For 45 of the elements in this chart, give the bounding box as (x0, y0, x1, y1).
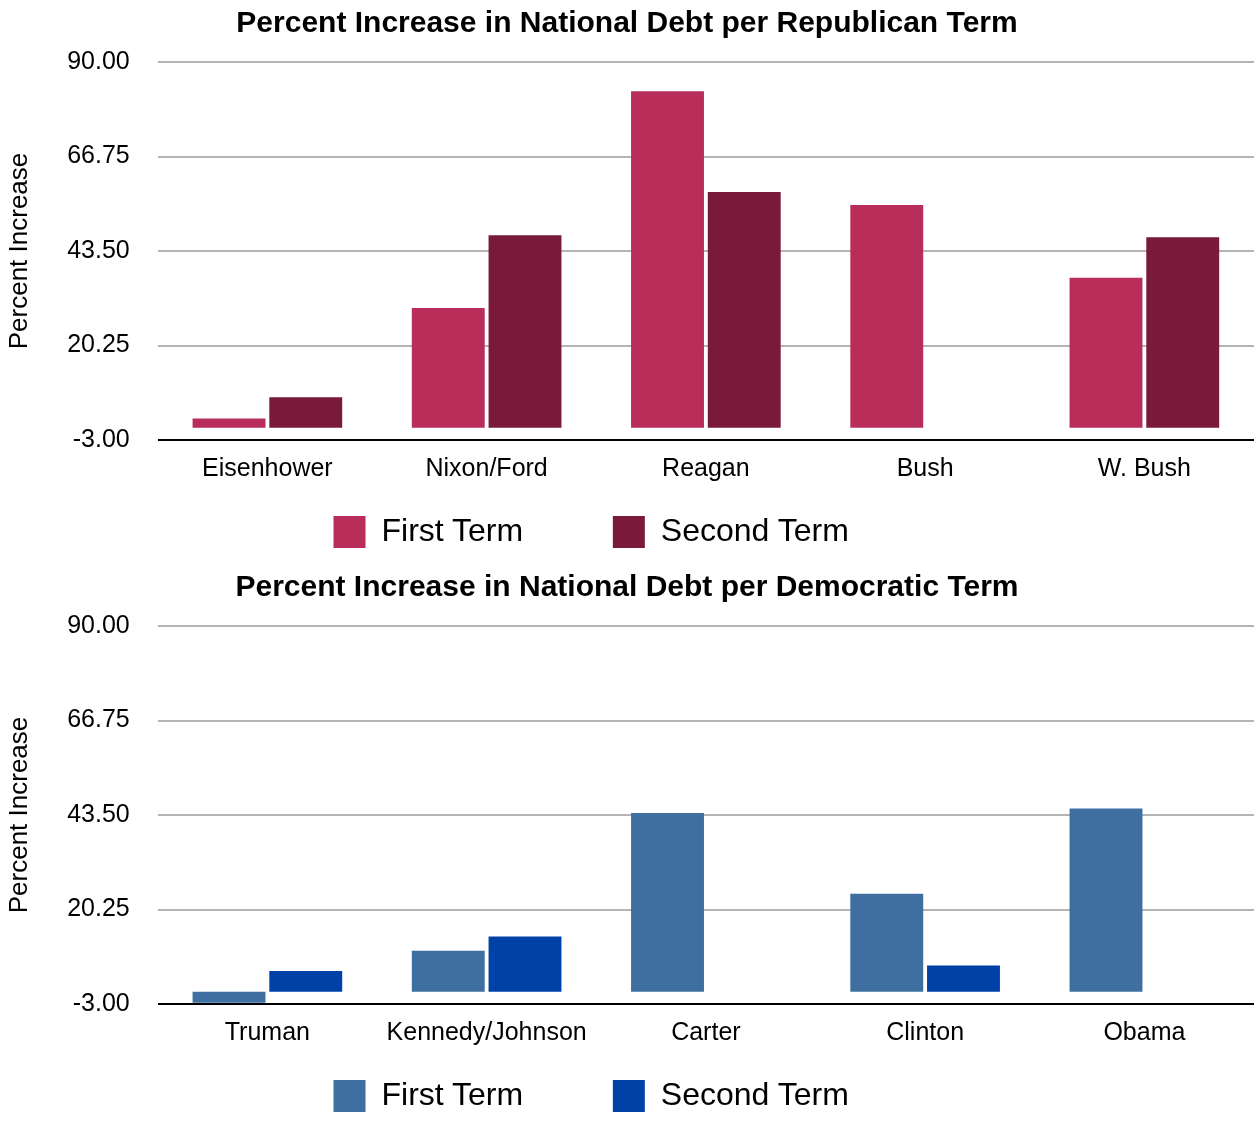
bar (488, 235, 562, 428)
legend-label: First Term (381, 511, 595, 548)
y-tick-label: 43.50 (67, 798, 130, 827)
bar (927, 965, 1000, 992)
x-tick-label: Clinton (886, 1016, 965, 1045)
bar (269, 397, 343, 428)
x-tick-label: Nixon/Ford (425, 452, 548, 481)
bar (1069, 277, 1143, 428)
chart-title: Percent Increase in National Debt per Democratic Term (235, 569, 1019, 603)
bar (631, 91, 704, 428)
x-tick-label: Kennedy/Johnson (386, 1016, 587, 1045)
y-tick-label: 43.50 (67, 234, 130, 263)
y-axis-title: Percent Increase (2, 716, 33, 914)
x-tick-label: Reagan (662, 452, 750, 481)
x-tick-label: Obama (1103, 1016, 1186, 1045)
bar (631, 812, 704, 992)
legend-label: First Term (381, 1075, 595, 1112)
y-tick-label: -3.00 (72, 423, 130, 452)
x-tick-label: Carter (671, 1016, 741, 1045)
bar (411, 950, 485, 992)
y-tick-label: 20.25 (67, 329, 130, 358)
y-tick-label: 66.75 (67, 140, 130, 169)
x-tick-label: Bush (896, 452, 954, 481)
bar (1146, 237, 1220, 428)
bar (1069, 808, 1143, 992)
x-tick-label: Truman (224, 1016, 310, 1045)
y-tick-label: 20.25 (67, 893, 130, 922)
bar (269, 971, 343, 992)
y-tick-label: 90.00 (67, 609, 130, 638)
legend-label: Second Term (660, 511, 920, 548)
y-tick-label: 90.00 (67, 45, 130, 74)
y-tick-label: 66.75 (67, 704, 130, 733)
bar (411, 307, 485, 428)
bar (707, 192, 781, 428)
bar (192, 991, 266, 1003)
x-tick-label: Eisenhower (202, 452, 333, 481)
chart-title: Percent Increase in National Debt per Republican Term (236, 5, 1018, 39)
bar (192, 418, 266, 428)
x-tick-label: W. Bush (1097, 452, 1191, 481)
legend-label: Second Term (660, 1075, 920, 1112)
y-tick-label: -3.00 (72, 987, 130, 1016)
bar (488, 936, 562, 992)
bar (850, 893, 924, 992)
y-axis-title: Percent Increase (2, 152, 33, 350)
bar (850, 205, 924, 428)
